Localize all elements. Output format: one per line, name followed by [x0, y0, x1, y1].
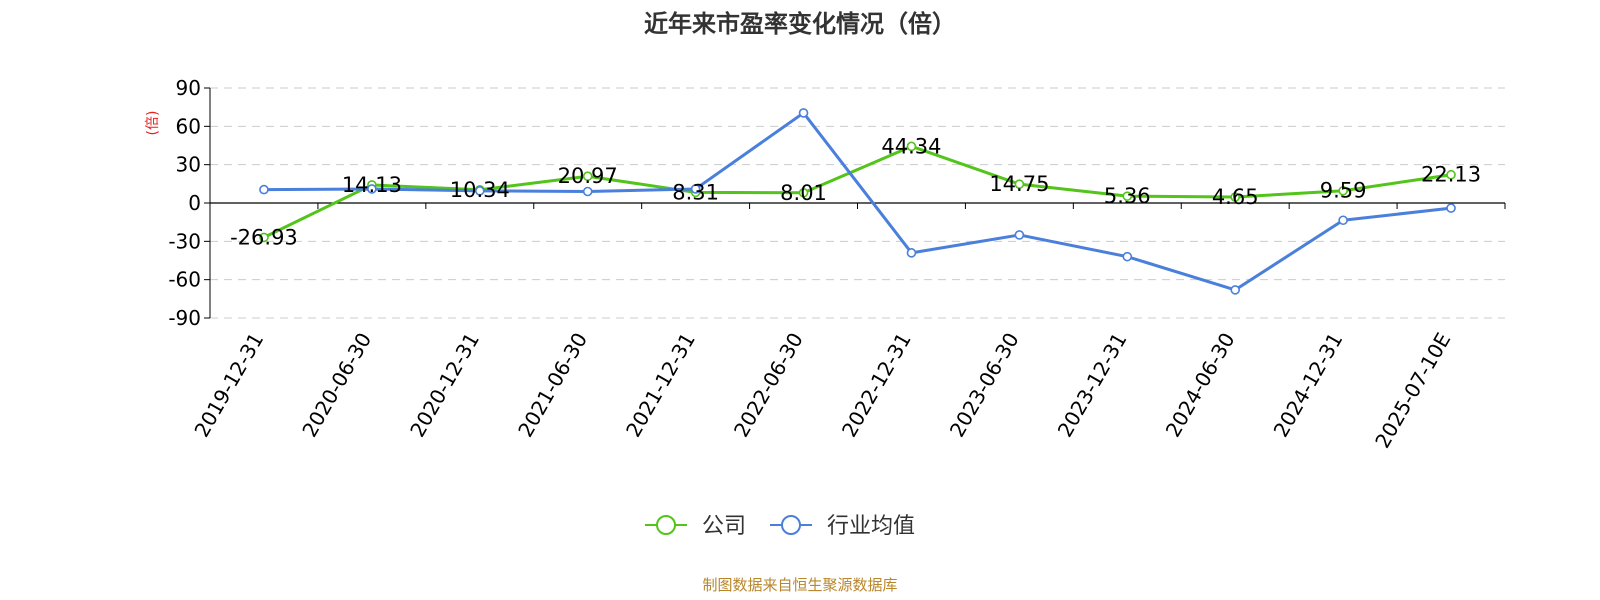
- x-tick-label: 2023-06-30: [945, 329, 1024, 442]
- data-label: 14.75: [989, 172, 1049, 196]
- series-line: [263, 144, 1452, 239]
- data-point: [1014, 179, 1025, 189]
- data-label: 9.59: [1320, 179, 1367, 203]
- data-point: [690, 184, 701, 194]
- y-axis-label: (倍): [145, 111, 161, 136]
- x-tick-label: 2022-06-30: [729, 329, 808, 442]
- x-tick-label: 2021-06-30: [513, 329, 592, 442]
- legend-item-industry: 行业均值: [770, 514, 915, 539]
- data-point: [1014, 230, 1025, 240]
- data-label: 22.13: [1421, 163, 1481, 187]
- data-point: [259, 232, 269, 243]
- company-series: [259, 141, 1456, 243]
- x-tick-label: 2020-12-31: [405, 328, 484, 441]
- data-point: [1230, 285, 1241, 295]
- y-tick-label: -30: [168, 229, 201, 253]
- x-tick-label: 2025-07-10E: [1370, 329, 1455, 453]
- x-tick-label: 2024-12-31: [1269, 329, 1348, 442]
- data-label: -26.93: [230, 225, 298, 249]
- x-tick-label: 2019-12-31: [189, 329, 268, 442]
- x-tick-label: 2022-12-31: [837, 328, 916, 441]
- data-point: [582, 171, 593, 182]
- x-tick-label: 2021-12-31: [621, 329, 700, 442]
- legend-label: 公司: [702, 514, 746, 539]
- data-point: [798, 187, 809, 198]
- y-tick-label: 0: [188, 191, 201, 215]
- data-point: [1122, 191, 1133, 201]
- data-point: [367, 184, 377, 194]
- legend-item-company: 公司: [645, 514, 746, 539]
- data-point: [906, 248, 917, 258]
- data-point: [1230, 192, 1241, 202]
- legend-marker: [781, 515, 801, 535]
- data-point: [1122, 251, 1133, 262]
- data-point: [1338, 185, 1348, 196]
- x-tick-label: 2023-12-31: [1053, 329, 1132, 442]
- data-label: 4.65: [1212, 185, 1259, 209]
- x-tick-label: 2020-06-30: [297, 329, 376, 442]
- data-labels: -26.93 14.13 10.34 20.97 8.31 8.01 44.34 14.75 5…: [230, 134, 1481, 249]
- industry-series: [259, 108, 1456, 295]
- data-label: 10.34: [450, 178, 510, 202]
- y-tick-label: 60: [176, 114, 201, 138]
- legend-label: 行业均值: [827, 514, 915, 539]
- series-lines: [259, 108, 1456, 295]
- y-tick-label: -60: [168, 268, 201, 292]
- data-point: [474, 186, 485, 196]
- data-label: 8.31: [672, 180, 719, 204]
- data-point: [1446, 203, 1456, 213]
- legend-marker: [656, 515, 676, 535]
- y-tick-label: -90: [168, 306, 201, 330]
- series-line: [263, 111, 1452, 292]
- source-note: 制图数据来自恒生聚源数据库: [702, 576, 897, 594]
- data-point: [906, 141, 917, 152]
- legend: 公司 行业均值: [645, 514, 915, 539]
- data-label: 44.34: [881, 134, 941, 158]
- data-point: [582, 186, 593, 197]
- data-point: [1446, 169, 1456, 180]
- y-tick-label: 30: [176, 153, 201, 177]
- data-label: 14.13: [342, 173, 402, 197]
- data-point: [798, 108, 809, 118]
- grid-lines: [210, 87, 1505, 319]
- data-label: 5.36: [1104, 184, 1151, 208]
- data-label: 20.97: [558, 164, 618, 188]
- data-point: [1338, 215, 1348, 226]
- data-point: [259, 184, 269, 195]
- chart-title: 近年来市盈率变化情况（倍）: [644, 10, 956, 38]
- data-label: 8.01: [780, 181, 827, 205]
- y-tick-label: 90: [176, 76, 201, 100]
- x-tick-label: 2024-06-30: [1161, 329, 1240, 442]
